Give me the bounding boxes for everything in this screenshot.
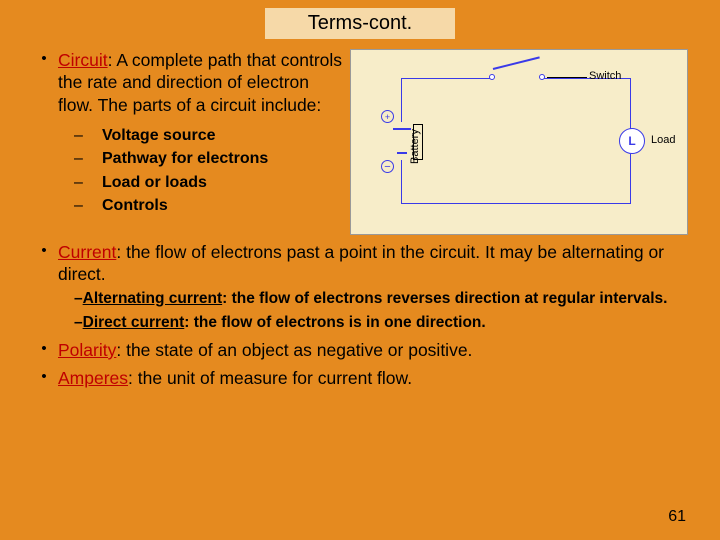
minus-icon: − <box>381 160 394 173</box>
bullet-current: • Current: the flow of electrons past a … <box>30 241 690 286</box>
circuit-diagram: + − Battery Switch L Load <box>350 49 688 235</box>
bullet-marker: • <box>30 241 58 260</box>
load-icon: L <box>619 128 645 154</box>
term-amperes: Amperes <box>58 368 128 388</box>
battery-label: Battery <box>409 129 421 164</box>
list-item: –Controls <box>74 194 344 217</box>
list-item: –Pathway for electrons <box>74 147 344 170</box>
slide-title: Terms-cont. <box>265 8 455 39</box>
sub-list-current: –Alternating current: the flow of electr… <box>74 289 690 333</box>
list-item: –Alternating current: the flow of electr… <box>74 289 690 309</box>
diagram-column: + − Battery Switch L Load <box>350 49 690 235</box>
list-item: –Load or loads <box>74 171 344 194</box>
plus-icon: + <box>381 110 394 123</box>
bullet-polarity: • Polarity: the state of an object as ne… <box>30 339 690 361</box>
term-current: Current <box>58 242 116 262</box>
bullet-marker: • <box>30 339 58 358</box>
content-row: • Circuit: A complete path that controls… <box>30 49 690 235</box>
bullet-marker: • <box>30 367 58 386</box>
switch-node-left <box>489 74 495 80</box>
battery-minus-plate <box>397 152 407 154</box>
switch-node-right <box>539 74 545 80</box>
switch-leader-line <box>547 77 587 78</box>
term-current-rest: : the flow of electrons past a point in … <box>58 242 664 284</box>
term-amperes-rest: : the unit of measure for current flow. <box>128 368 412 388</box>
list-item: –Voltage source <box>74 124 344 147</box>
text-column: • Circuit: A complete path that controls… <box>30 49 344 235</box>
load-label: Load <box>651 134 675 146</box>
term-polarity-rest: : the state of an object as negative or … <box>116 340 472 360</box>
switch-arm <box>493 56 540 70</box>
term-polarity: Polarity <box>58 340 116 360</box>
bullet-amperes: • Amperes: the unit of measure for curre… <box>30 367 690 389</box>
circuit-wire <box>401 78 631 204</box>
sub-list-circuit: –Voltage source –Pathway for electrons –… <box>74 124 344 217</box>
page-number: 61 <box>668 508 686 526</box>
switch-gap <box>491 76 541 81</box>
switch-label: Switch <box>589 70 621 82</box>
term-circuit: Circuit <box>58 50 108 70</box>
list-item: –Direct current: the flow of electrons i… <box>74 313 690 333</box>
bullet-marker: • <box>30 49 58 68</box>
slide: Terms-cont. • Circuit: A complete path t… <box>0 0 720 540</box>
bullet-circuit: • Circuit: A complete path that controls… <box>30 49 344 116</box>
